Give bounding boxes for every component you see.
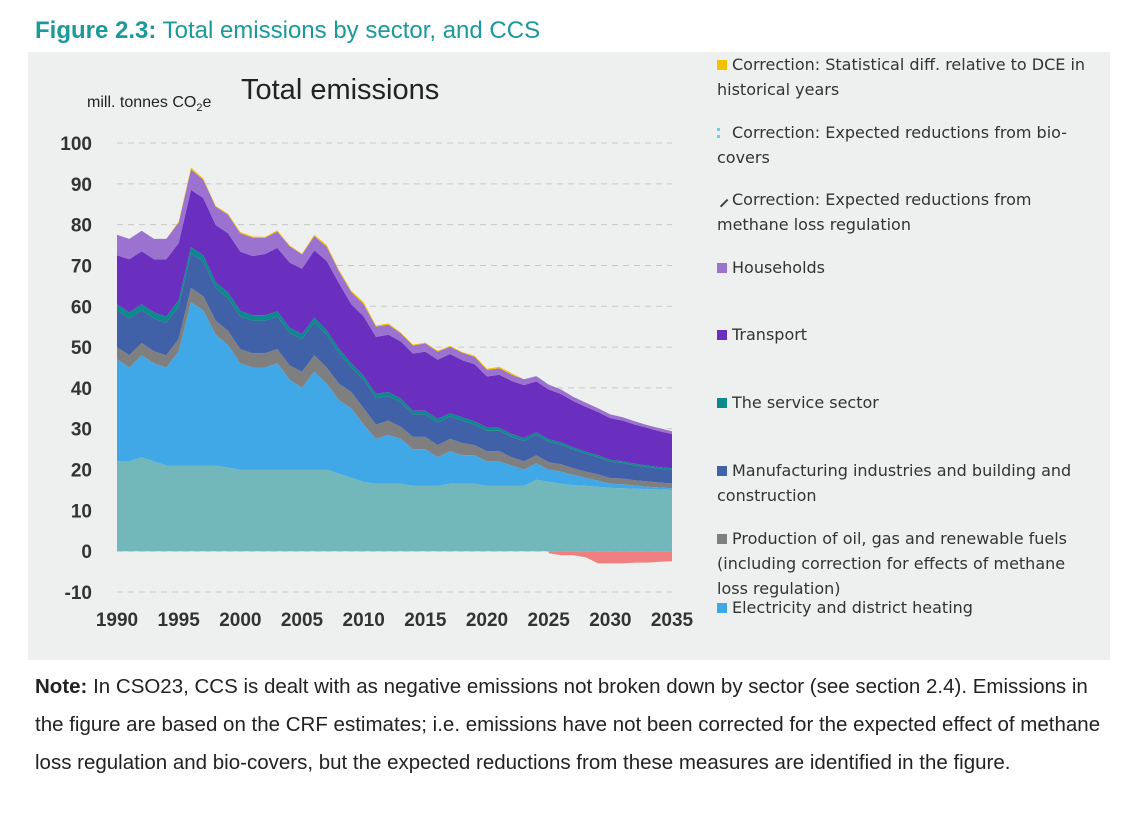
legend-label: Production of oil, gas and renewable fue…	[717, 529, 1068, 598]
chart-legend: Correction: Statistical diff. relative t…	[715, 52, 1107, 622]
x-tick-label: 2020	[466, 610, 508, 631]
y-axis-unit: mill. tonnes CO2e	[87, 94, 212, 115]
legend-item: Electricity and district heating	[717, 595, 1097, 620]
y-tick-label: 80	[71, 216, 92, 237]
legend-label: Transport	[732, 325, 808, 344]
x-tick-label: 2035	[651, 610, 694, 631]
legend-label: The service sector	[732, 393, 879, 412]
y-tick-label: 0	[81, 542, 92, 563]
legend-item: Correction: Expected reductions from met…	[715, 187, 1097, 237]
x-tick-label: 1990	[96, 610, 138, 631]
area-ccs	[548, 551, 672, 564]
legend-label: Correction: Expected reductions from met…	[717, 190, 1032, 234]
legend-swatch	[717, 398, 727, 408]
x-tick-label: 2010	[343, 610, 385, 631]
y-tick-label: 10	[71, 501, 92, 522]
x-tick-label: 1995	[158, 610, 201, 631]
legend-item: Manufacturing industries and building an…	[717, 458, 1097, 508]
legend-label: Households	[732, 258, 826, 277]
y-tick-label: 100	[60, 134, 92, 155]
area-layer	[117, 167, 672, 564]
area-transport	[117, 189, 672, 469]
legend-swatch	[717, 603, 727, 613]
x-tick-label: 2005	[281, 610, 324, 631]
y-tick-label: 20	[71, 461, 92, 482]
legend-swatch	[715, 194, 729, 208]
legend-item: Households	[717, 255, 1097, 280]
figure-number: Figure 2.3:	[35, 17, 157, 44]
legend-label: Electricity and district heating	[732, 598, 973, 617]
figure-note: Note: In CSO23, CCS is dealt with as neg…	[35, 668, 1115, 782]
x-tick-label: 2025	[528, 610, 571, 631]
legend-item: The service sector	[717, 390, 1097, 415]
note-label: Note:	[35, 675, 88, 698]
legend-item: Correction: Statistical diff. relative t…	[717, 52, 1097, 102]
y-tick-label: 40	[71, 379, 92, 400]
legend-item: Production of oil, gas and renewable fue…	[717, 526, 1097, 601]
legend-label: Manufacturing industries and building an…	[717, 461, 1072, 505]
note-text: In CSO23, CCS is dealt with as negative …	[35, 675, 1101, 774]
legend-swatch	[717, 466, 727, 476]
x-tick-label: 2000	[219, 610, 261, 631]
legend-item: Correction: Expected reductions from bio…	[717, 120, 1097, 170]
y-tick-label: 30	[71, 420, 92, 441]
legend-item: Transport	[717, 322, 1097, 347]
y-tick-label: 90	[71, 175, 92, 196]
legend-label: Correction: Expected reductions from bio…	[717, 123, 1067, 167]
area-electricity-and-district-heating	[117, 302, 672, 490]
y-tick-label: 60	[71, 297, 92, 318]
legend-swatch	[717, 60, 727, 70]
figure-caption: Total emissions by sector, and CCS	[162, 17, 541, 44]
x-tick-label: 2015	[404, 610, 447, 631]
x-tick-label: 2030	[589, 610, 631, 631]
legend-swatch	[717, 330, 727, 340]
y-tick-label: -10	[65, 583, 92, 604]
figure-title: Figure 2.3: Total emissions by sector, a…	[35, 17, 540, 45]
legend-swatch	[717, 128, 727, 138]
chart-title: Total emissions	[241, 74, 440, 106]
y-tick-label: 50	[71, 338, 92, 359]
y-tick-label: 70	[71, 256, 92, 277]
area-agriculture	[117, 457, 672, 552]
legend-swatch	[717, 534, 727, 544]
legend-label: Correction: Statistical diff. relative t…	[717, 55, 1086, 99]
legend-swatch	[717, 263, 727, 273]
